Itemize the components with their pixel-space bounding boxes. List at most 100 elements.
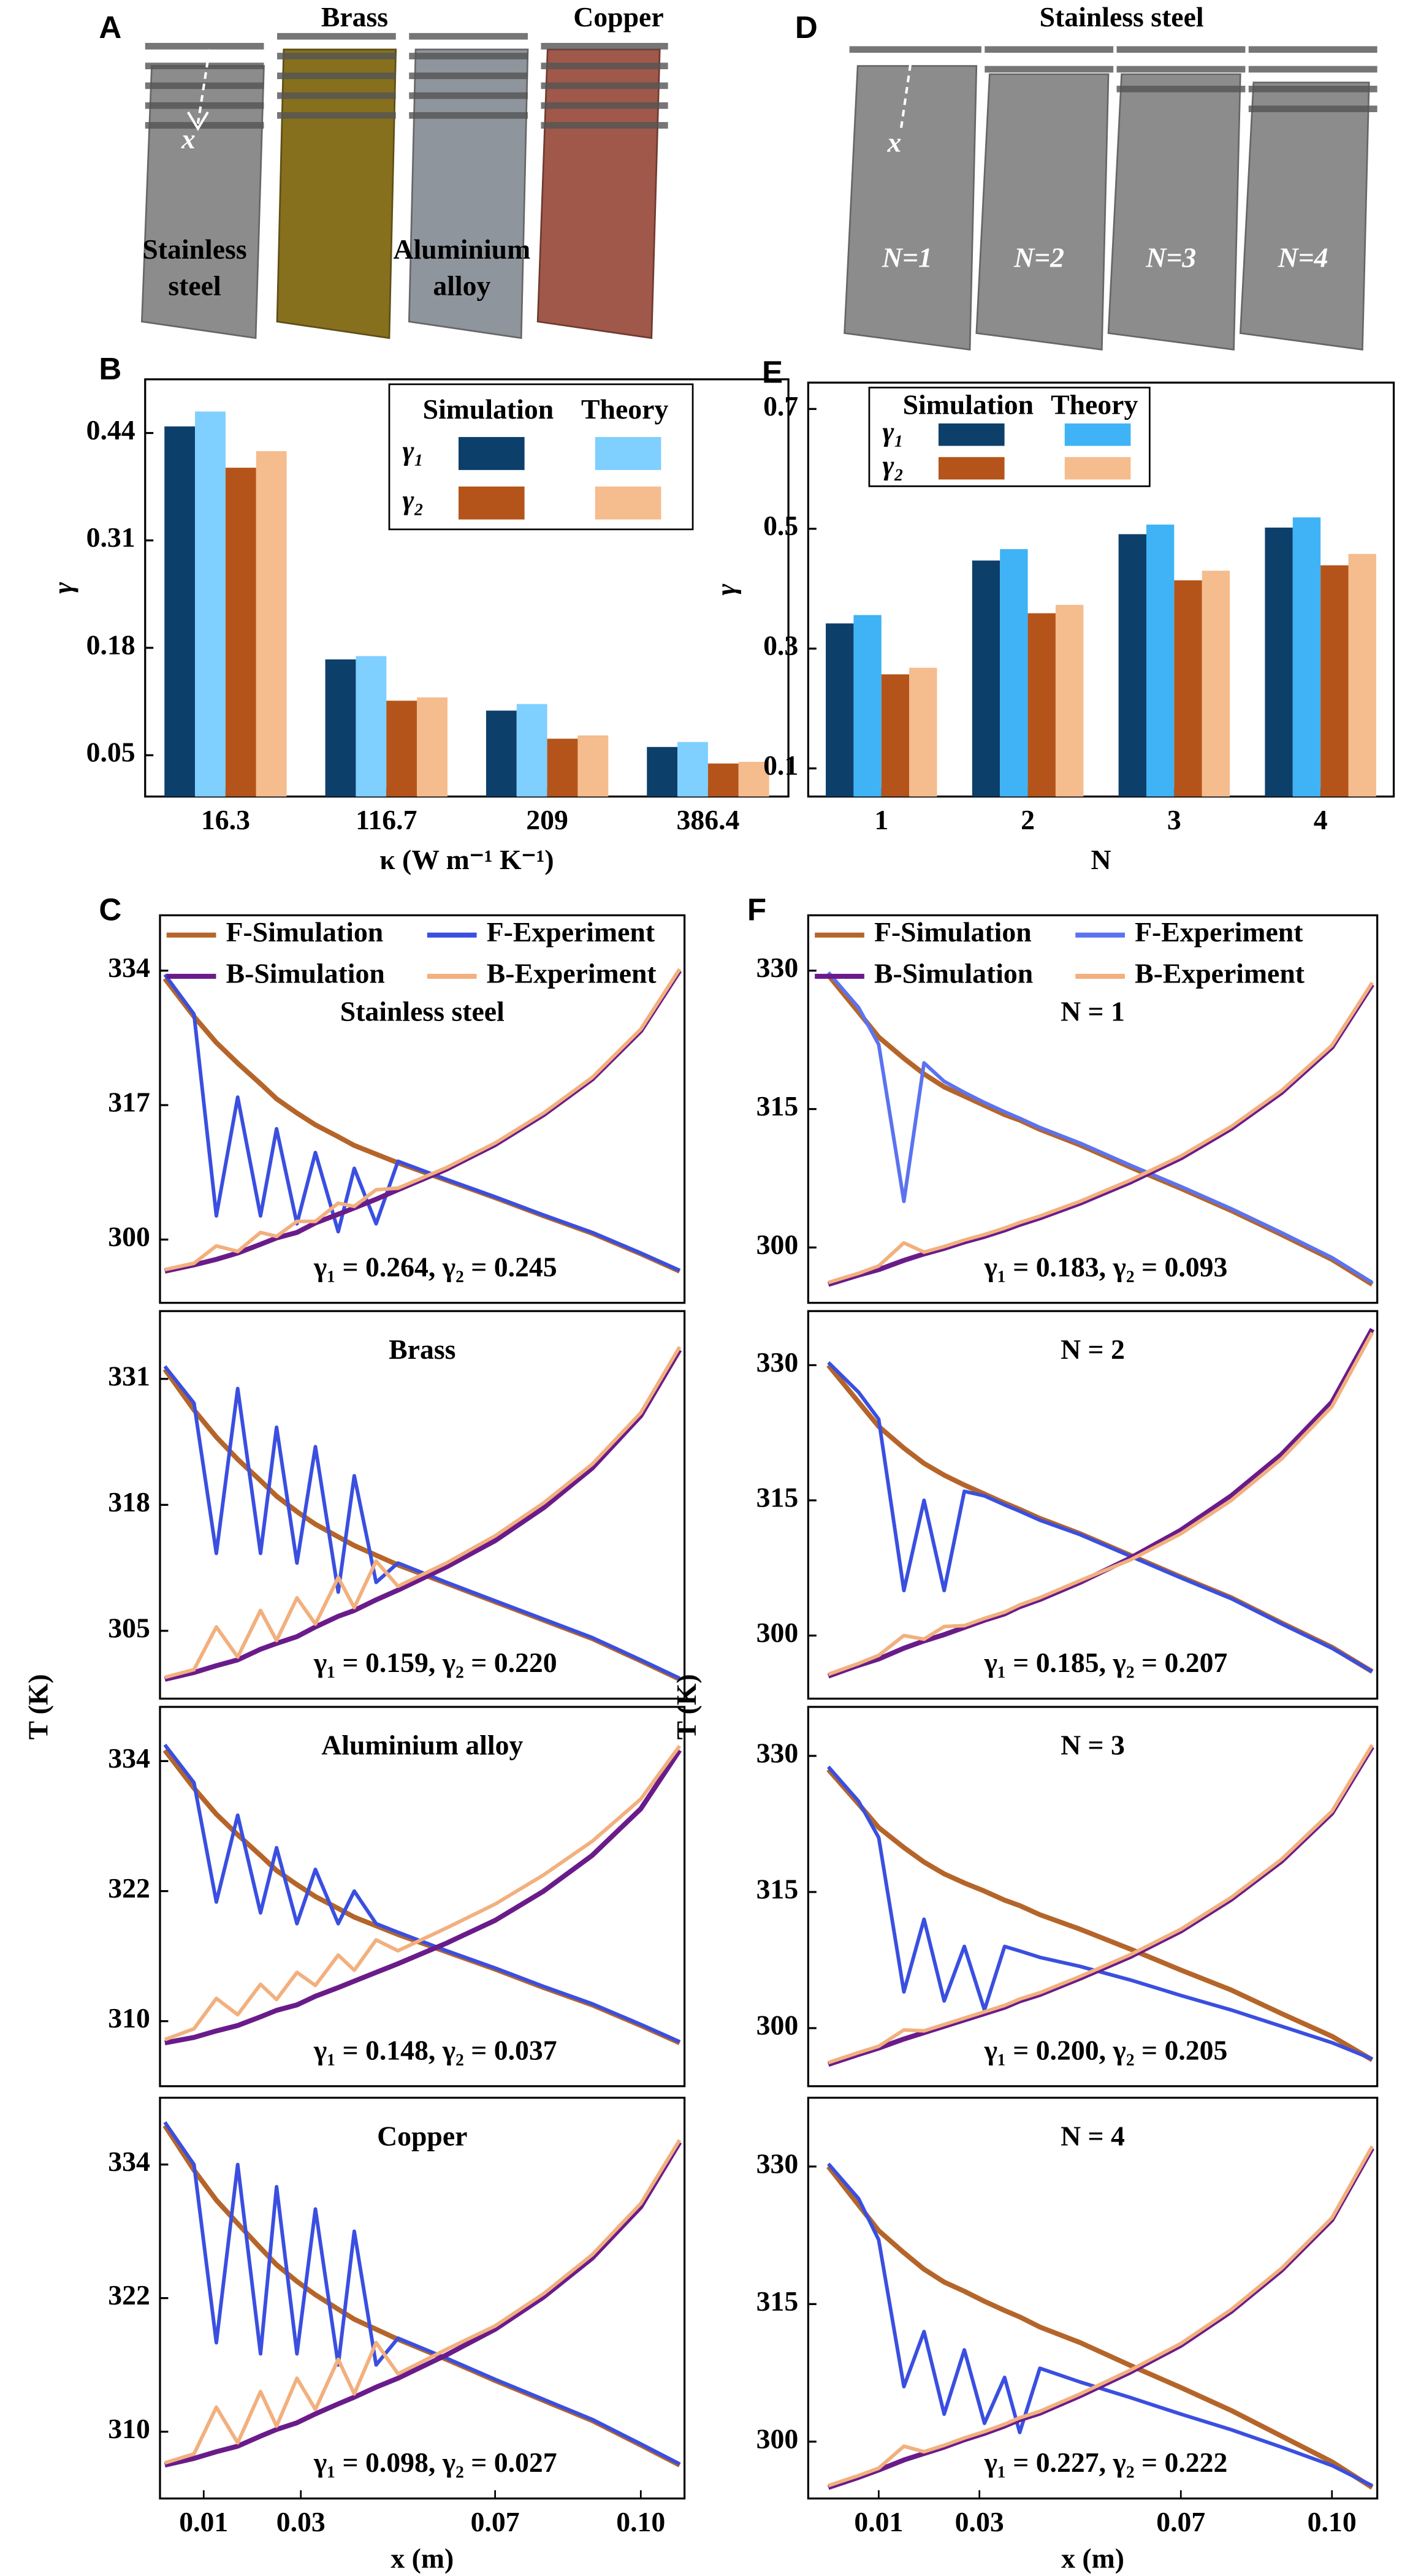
label: Copper [573,1,663,32]
axis-frame [159,1706,686,2088]
y-tick-label: 330 [756,952,799,983]
annotation: γ₁ = 0.185, γ₂ = 0.207 [984,1647,1228,1678]
bar [1292,517,1321,797]
panel-letter: D [795,10,818,45]
illustration-a: A Brass Copper Stainless steel Aluminium… [99,1,668,340]
series-line [164,1749,682,2046]
series-line [826,1768,1374,2062]
legend-label: B-Simulation [874,957,1033,989]
axis-frame [807,2097,1379,2500]
legend-label: F-Simulation [874,916,1032,948]
bar [1118,534,1146,797]
label: N=1 [882,242,932,273]
legend-swatch [938,423,1005,446]
x-tick-label: 0.10 [616,2506,665,2537]
legend-label: B-Experiment [1135,957,1305,989]
series-line [828,1332,1374,1676]
bar [972,560,1000,797]
axis-frame [144,378,790,798]
legend-swatch [458,486,525,520]
bar [826,623,854,797]
series-line [163,973,680,1272]
annotation: γ₁ = 0.264, γ₂ = 0.245 [313,1251,557,1282]
subplot-title: Aluminium alloy [321,1730,523,1761]
bar [417,697,448,797]
blocks [140,32,668,340]
bar [225,468,256,797]
series-line [163,1744,680,2044]
legend-row: γ₁ [882,416,904,447]
y-tick-label: 300 [108,1221,150,1252]
legend-swatch [1064,457,1131,480]
x-tick-label: 0.07 [471,2506,520,2537]
panel-letter: B [99,351,121,386]
y-axis-label: T (K) [23,1674,54,1739]
bar [677,742,708,797]
annotation: γ₁ = 0.148, γ₂ = 0.037 [313,2035,557,2066]
label: alloy [433,270,490,301]
bar [516,704,547,797]
legend-header: Theory [581,393,668,425]
x-tick-label: 2 [1021,804,1035,835]
legend-swatch [1064,423,1131,446]
y-tick-label: 330 [756,1347,799,1378]
x-tick-label: 0.10 [1308,2506,1357,2537]
legend-row: γ₂ [403,484,424,515]
bar [486,710,517,797]
label: Brass [321,1,388,32]
bar [738,762,769,797]
bar [1027,613,1056,797]
y-tick-label: 0.5 [763,510,798,541]
series-line [828,981,1374,1285]
y-tick-label: 310 [108,2002,150,2034]
legend-header: Theory [1051,389,1138,420]
x-axis-label: κ (W m⁻¹ K⁻¹) [379,844,554,875]
x-axis-label: x (m) [391,2542,454,2574]
y-tick-label: 330 [756,2148,799,2179]
annotation: γ₁ = 0.200, γ₂ = 0.205 [984,2035,1228,2066]
x-axis-label: x (m) [1061,2542,1124,2574]
axis-frame [159,1310,686,1700]
legend-label: F-Experiment [1135,916,1303,948]
annotation: γ₁ = 0.159, γ₂ = 0.220 [313,1647,557,1678]
annotation: γ₁ = 0.227, γ₂ = 0.222 [984,2447,1228,2478]
series-line [162,2124,681,2468]
y-tick-label: 330 [756,1737,799,1768]
y-tick-label: 322 [108,2279,150,2311]
y-tick-label: 300 [756,1617,799,1648]
legend-label: F-Simulation [226,916,384,948]
series-line [827,2162,1373,2488]
illustration-d: D Stainless steel x N=1 N=2 N=3 N=4 [795,1,1377,351]
bar [547,739,578,797]
label: N=4 [1278,242,1328,273]
y-tick-label: 310 [108,2413,150,2444]
bar [1055,604,1084,797]
bar [356,656,387,797]
y-tick-label: 0.1 [763,750,798,781]
y-tick-label: 0.3 [763,630,798,661]
series-line [827,1361,1373,1673]
y-tick-label: 0.05 [86,737,135,768]
series-line [164,2139,682,2465]
x-tick-label: 386.4 [676,804,739,835]
y-tick-label: 317 [108,1087,150,1118]
label: N=3 [1145,242,1196,273]
x-tick-label: 209 [526,804,568,835]
x-tick-label: 116.7 [356,804,417,835]
y-tick-label: 331 [108,1360,150,1391]
y-tick-label: 315 [756,2285,799,2317]
label: Aluminium [394,234,531,265]
bar [256,451,287,797]
axis-frame [159,914,686,1304]
y-tick-label: 322 [108,1872,150,1904]
y-tick-label: 315 [756,1481,799,1513]
label: x [887,126,902,158]
series-line [164,968,682,1272]
legend-swatch [938,457,1005,480]
subplot-title: N = 3 [1061,1730,1125,1761]
y-tick-label: 300 [756,2010,799,2041]
legend-header: Simulation [423,393,554,425]
series-line [828,1744,1374,2065]
x-tick-label: 3 [1167,804,1181,835]
